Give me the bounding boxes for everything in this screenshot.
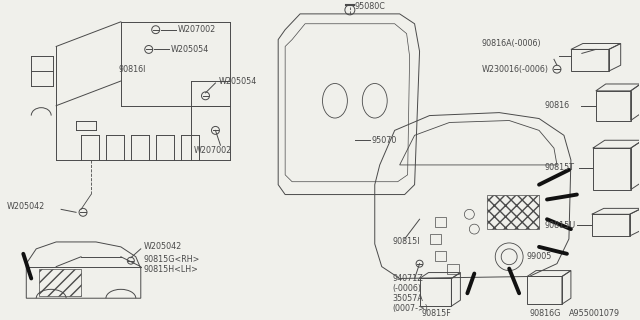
Text: 99005: 99005 bbox=[526, 252, 552, 261]
Text: 90815U: 90815U bbox=[544, 221, 575, 230]
Text: W207002: W207002 bbox=[193, 146, 232, 155]
Text: W207002: W207002 bbox=[178, 25, 216, 34]
Text: 90816A(-0006): 90816A(-0006) bbox=[481, 39, 541, 48]
Text: 90815T: 90815T bbox=[544, 164, 574, 172]
Text: W205042: W205042 bbox=[6, 202, 45, 211]
Text: 90815F: 90815F bbox=[422, 308, 451, 317]
Text: W205042: W205042 bbox=[144, 242, 182, 252]
Text: 94071Z: 94071Z bbox=[393, 274, 424, 283]
Text: (0007->): (0007->) bbox=[393, 304, 429, 313]
Text: 95080C: 95080C bbox=[355, 3, 386, 12]
Text: 90815I: 90815I bbox=[393, 237, 420, 246]
Text: 90816I: 90816I bbox=[119, 65, 147, 74]
Text: W205054: W205054 bbox=[218, 76, 257, 85]
Text: A955001079: A955001079 bbox=[569, 308, 620, 317]
Text: 90815H<LH>: 90815H<LH> bbox=[144, 265, 198, 274]
Text: 90816G: 90816G bbox=[529, 308, 561, 317]
Text: 95070: 95070 bbox=[372, 136, 397, 145]
Text: 35057A: 35057A bbox=[393, 294, 424, 303]
Text: W205054: W205054 bbox=[171, 45, 209, 54]
Text: (-0006): (-0006) bbox=[393, 284, 422, 293]
Text: W230016(-0006): W230016(-0006) bbox=[481, 65, 548, 74]
Text: 90815G<RH>: 90815G<RH> bbox=[144, 255, 200, 264]
Text: 90816: 90816 bbox=[544, 101, 569, 110]
